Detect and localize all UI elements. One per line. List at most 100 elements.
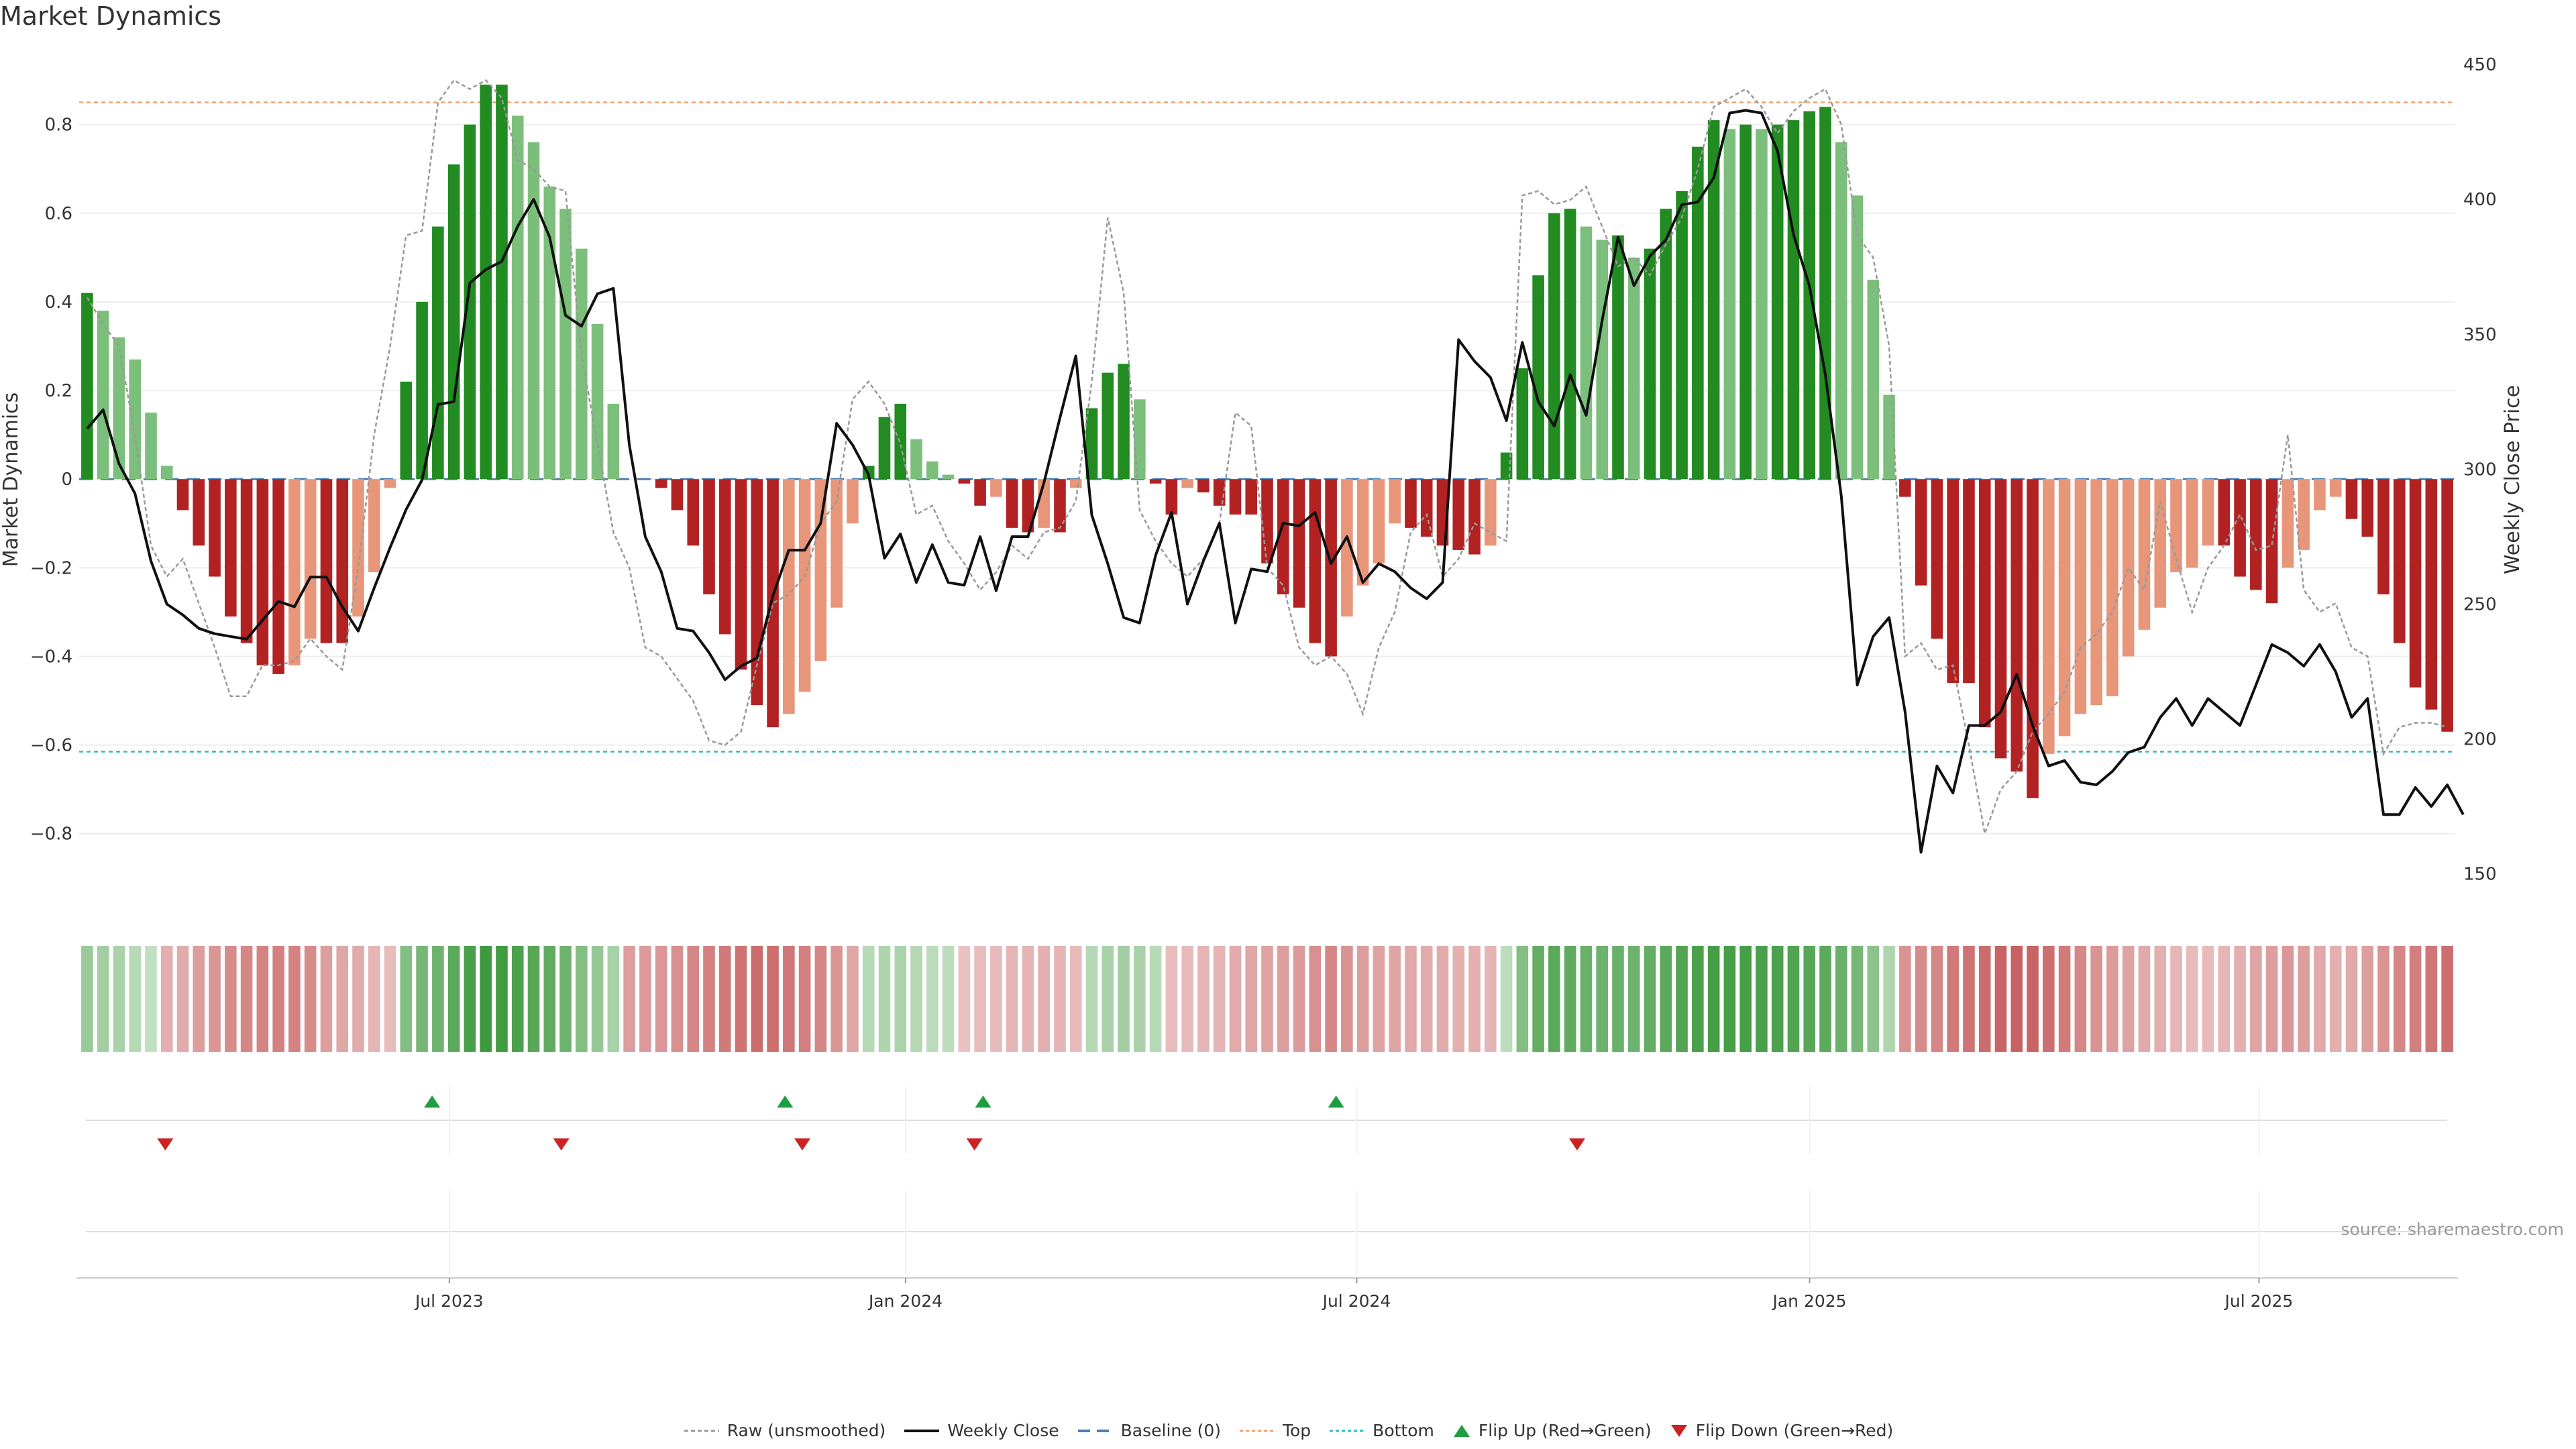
strip-cell-108 bbox=[1803, 946, 1816, 1052]
strip-cell-51 bbox=[894, 946, 907, 1052]
flip-down-marker-1 bbox=[553, 1138, 570, 1150]
strip-cell-57 bbox=[990, 946, 1002, 1052]
strip-cell-69 bbox=[1181, 946, 1193, 1052]
legend-item-bottom: Bottom bbox=[1328, 1421, 1434, 1440]
strip-cell-24 bbox=[464, 946, 476, 1052]
strip-cell-86 bbox=[1452, 946, 1465, 1052]
strip-cell-25 bbox=[480, 946, 492, 1052]
y-tick-label-3: −0.2 bbox=[30, 558, 72, 578]
strip-cell-132 bbox=[2186, 946, 2198, 1052]
strip-cell-19 bbox=[384, 946, 396, 1052]
bar-42 bbox=[751, 479, 763, 706]
strip-cell-30 bbox=[559, 946, 572, 1052]
bar-133 bbox=[2202, 479, 2214, 546]
y2-tick-label-6: 450 bbox=[2463, 55, 2497, 75]
strip-cell-76 bbox=[1293, 946, 1305, 1052]
strip-cell-28 bbox=[527, 946, 540, 1052]
strip-cell-32 bbox=[591, 946, 604, 1052]
bar-121 bbox=[2010, 479, 2023, 772]
strip-cell-65 bbox=[1118, 946, 1130, 1052]
strip-cell-116 bbox=[1931, 946, 1943, 1052]
legend-label-top: Top bbox=[1282, 1421, 1311, 1440]
bar-50 bbox=[878, 417, 891, 480]
bar-106 bbox=[1771, 124, 1784, 480]
strip-cell-94 bbox=[1580, 946, 1593, 1052]
bar-63 bbox=[1085, 408, 1098, 480]
x-tick-label-0: Jul 2023 bbox=[414, 1291, 484, 1311]
bar-123 bbox=[2043, 479, 2055, 754]
strip-cell-121 bbox=[2010, 946, 2023, 1052]
y-tick-label-1: −0.6 bbox=[30, 736, 72, 756]
bar-116 bbox=[1931, 479, 1943, 639]
strip-cell-78 bbox=[1325, 946, 1337, 1052]
strip-cell-91 bbox=[1532, 946, 1544, 1052]
bar-52 bbox=[910, 439, 922, 480]
bar-136 bbox=[2250, 479, 2262, 590]
bar-99 bbox=[1660, 209, 1672, 480]
flip-up-marker-3 bbox=[1328, 1095, 1344, 1108]
strip-cell-62 bbox=[1069, 946, 1082, 1052]
strip-cell-34 bbox=[623, 946, 635, 1052]
strip-cell-79 bbox=[1341, 946, 1353, 1052]
bar-143 bbox=[2361, 479, 2374, 537]
bar-142 bbox=[2345, 479, 2358, 519]
strip-cell-110 bbox=[1835, 946, 1847, 1052]
bar-4 bbox=[145, 413, 157, 480]
bar-54 bbox=[942, 474, 955, 480]
legend-swatch-close bbox=[904, 1429, 940, 1432]
bar-148 bbox=[2441, 479, 2453, 732]
bar-86 bbox=[1452, 479, 1465, 550]
legend-swatch-flip-down bbox=[1670, 1424, 1687, 1437]
bar-81 bbox=[1373, 479, 1385, 564]
bar-117 bbox=[1947, 479, 1959, 684]
strip-cell-96 bbox=[1612, 946, 1624, 1052]
strip-cell-71 bbox=[1213, 946, 1226, 1052]
strip-cell-21 bbox=[416, 946, 428, 1052]
y-tick-label-7: 0.6 bbox=[45, 204, 72, 224]
strip-cell-147 bbox=[2425, 946, 2438, 1052]
bar-76 bbox=[1293, 479, 1305, 608]
strip-cell-127 bbox=[2106, 946, 2118, 1052]
bar-18 bbox=[368, 479, 380, 572]
regime-strip bbox=[81, 946, 2453, 1052]
flip-up-marker-1 bbox=[777, 1095, 794, 1108]
strip-cell-101 bbox=[1692, 946, 1704, 1052]
bar-70 bbox=[1197, 479, 1210, 493]
strip-cell-115 bbox=[1915, 946, 1927, 1052]
strip-cell-145 bbox=[2394, 946, 2406, 1052]
bar-40 bbox=[718, 479, 731, 635]
bar-89 bbox=[1500, 452, 1513, 480]
strip-cell-103 bbox=[1723, 946, 1736, 1052]
strip-cell-90 bbox=[1516, 946, 1529, 1052]
bar-48 bbox=[847, 479, 859, 524]
strip-cell-1 bbox=[97, 946, 109, 1052]
bar-39 bbox=[703, 479, 715, 594]
bar-1 bbox=[97, 311, 109, 480]
bar-31 bbox=[576, 248, 588, 480]
y-tick-label-8: 0.8 bbox=[45, 115, 72, 136]
bar-69 bbox=[1181, 479, 1193, 488]
strip-cell-123 bbox=[2043, 946, 2055, 1052]
legend: Raw (unsmoothed) Weekly Close Baseline (… bbox=[0, 1421, 2576, 1440]
bar-51 bbox=[894, 403, 907, 480]
bar-111 bbox=[1851, 195, 1864, 480]
strip-cell-52 bbox=[910, 946, 922, 1052]
bar-131 bbox=[2170, 479, 2182, 572]
strip-cell-13 bbox=[288, 946, 301, 1052]
strip-cell-0 bbox=[81, 946, 93, 1052]
legend-item-raw: Raw (unsmoothed) bbox=[683, 1421, 885, 1440]
y2-tick-label-3: 300 bbox=[2463, 460, 2497, 480]
x-tick-label-3: Jan 2025 bbox=[1771, 1291, 1846, 1311]
bar-93 bbox=[1564, 209, 1576, 480]
bar-124 bbox=[2058, 479, 2071, 737]
strip-cell-27 bbox=[511, 946, 524, 1052]
chart-title: Market Dynamics bbox=[0, 1, 222, 31]
bar-134 bbox=[2218, 479, 2231, 546]
strip-cell-6 bbox=[176, 946, 189, 1052]
strip-cell-126 bbox=[2090, 946, 2102, 1052]
strip-cell-38 bbox=[687, 946, 700, 1052]
bar-61 bbox=[1054, 479, 1066, 533]
strip-cell-119 bbox=[1978, 946, 1991, 1052]
bar-59 bbox=[1022, 479, 1034, 533]
